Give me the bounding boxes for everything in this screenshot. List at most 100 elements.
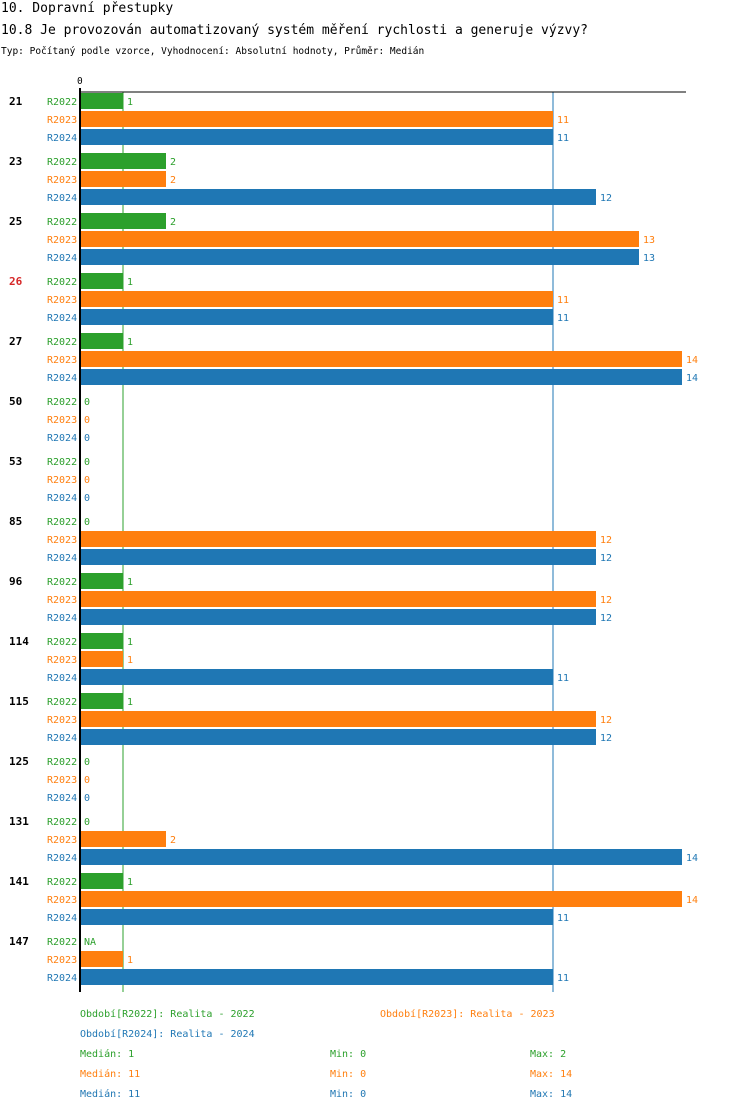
value-label: 1 <box>127 97 133 108</box>
bar <box>80 189 596 205</box>
category-label: 25 <box>9 215 22 228</box>
bar <box>80 891 682 907</box>
category-label: 85 <box>9 515 22 528</box>
series-label: R2023 <box>47 595 77 606</box>
chart-meta: Typ: Počítaný podle vzorce, Vyhodnocení:… <box>1 46 424 57</box>
series-label: R2023 <box>47 235 77 246</box>
bar <box>80 549 596 565</box>
value-label: 11 <box>557 913 569 924</box>
series-label: R2022 <box>47 517 77 528</box>
series-label: R2023 <box>47 895 77 906</box>
series-label: R2022 <box>47 457 77 468</box>
value-label: 0 <box>84 757 90 768</box>
bar <box>80 609 596 625</box>
series-label: R2023 <box>47 775 77 786</box>
series-label: R2024 <box>47 673 77 684</box>
legend-item: Období[R2022]: Realita - 2022 <box>80 1008 255 1020</box>
category-label: 115 <box>9 695 29 708</box>
value-label: 0 <box>84 415 90 426</box>
series-label: R2022 <box>47 97 77 108</box>
bar <box>80 171 166 187</box>
stat-max: Max: 2 <box>530 1049 566 1060</box>
series-label: R2024 <box>47 433 77 444</box>
bar <box>80 573 123 589</box>
value-label: 14 <box>686 895 698 906</box>
series-label: R2023 <box>47 835 77 846</box>
category-group: 115 R2022 1 R2023 12 R2024 12 <box>9 693 612 745</box>
series-label: R2024 <box>47 193 77 204</box>
bar <box>80 93 123 109</box>
series-label: R2023 <box>47 355 77 366</box>
series-label: R2024 <box>47 613 77 624</box>
category-label: 50 <box>9 395 22 408</box>
value-label: 11 <box>557 313 569 324</box>
category-group: 85 R2022 0 R2023 12 R2024 12 <box>9 515 612 565</box>
category-label: 141 <box>9 875 29 888</box>
value-label: 0 <box>84 793 90 804</box>
value-label: 2 <box>170 157 176 168</box>
bar <box>80 969 553 985</box>
bar <box>80 369 682 385</box>
series-label: R2022 <box>47 937 77 948</box>
series-label: R2024 <box>47 373 77 384</box>
series-label: R2024 <box>47 493 77 504</box>
series-label: R2022 <box>47 397 77 408</box>
category-group: 23 R2022 2 R2023 2 R2024 12 <box>9 153 612 205</box>
series-label: R2022 <box>47 337 77 348</box>
stat-median: Medián: 11 <box>80 1068 140 1080</box>
value-label: 1 <box>127 337 133 348</box>
value-label: 0 <box>84 775 90 786</box>
bar <box>80 651 123 667</box>
bar <box>80 831 166 847</box>
series-label: R2023 <box>47 475 77 486</box>
series-label: R2024 <box>47 133 77 144</box>
chart-title: 10. Dopravní přestupky <box>1 1 173 16</box>
bar <box>80 273 123 289</box>
series-label: R2022 <box>47 817 77 828</box>
category-label: 21 <box>9 95 23 108</box>
series-label: R2022 <box>47 577 77 588</box>
bar <box>80 351 682 367</box>
value-label: 12 <box>600 193 612 204</box>
bar <box>80 849 682 865</box>
bar <box>80 111 553 127</box>
value-label: 0 <box>84 493 90 504</box>
bar <box>80 591 596 607</box>
bar <box>80 129 553 145</box>
series-label: R2022 <box>47 697 77 708</box>
value-label: 1 <box>127 697 133 708</box>
category-group: 27 R2022 1 R2023 14 R2024 14 <box>9 333 698 385</box>
category-label: 26 <box>9 275 23 288</box>
category-label: 23 <box>9 155 22 168</box>
category-group: 125 R2022 0 R2023 0 R2024 0 <box>9 755 90 804</box>
bar <box>80 693 123 709</box>
value-label: 2 <box>170 835 176 846</box>
value-label: 12 <box>600 733 612 744</box>
value-label: 0 <box>84 433 90 444</box>
value-label: 0 <box>84 457 90 468</box>
bar <box>80 333 123 349</box>
value-label: 1 <box>127 955 133 966</box>
bar <box>80 729 596 745</box>
value-label: 1 <box>127 637 133 648</box>
category-label: 147 <box>9 935 29 948</box>
bar <box>80 633 123 649</box>
category-group: 53 R2022 0 R2023 0 R2024 0 <box>9 455 90 504</box>
series-label: R2023 <box>47 415 77 426</box>
series-label: R2022 <box>47 157 77 168</box>
value-label: 11 <box>557 973 569 984</box>
value-label: 0 <box>84 397 90 408</box>
category-group: 131 R2022 0 R2023 2 R2024 14 <box>9 815 698 865</box>
value-label: 12 <box>600 613 612 624</box>
stat-max: Max: 14 <box>530 1089 572 1100</box>
value-label: 14 <box>686 853 698 864</box>
value-label: 1 <box>127 877 133 888</box>
value-label: 12 <box>600 715 612 726</box>
value-label: 14 <box>686 373 698 384</box>
series-label: R2024 <box>47 973 77 984</box>
value-label: 11 <box>557 673 569 684</box>
value-label: 13 <box>643 235 655 246</box>
bar <box>80 309 553 325</box>
category-label: 114 <box>9 635 29 648</box>
